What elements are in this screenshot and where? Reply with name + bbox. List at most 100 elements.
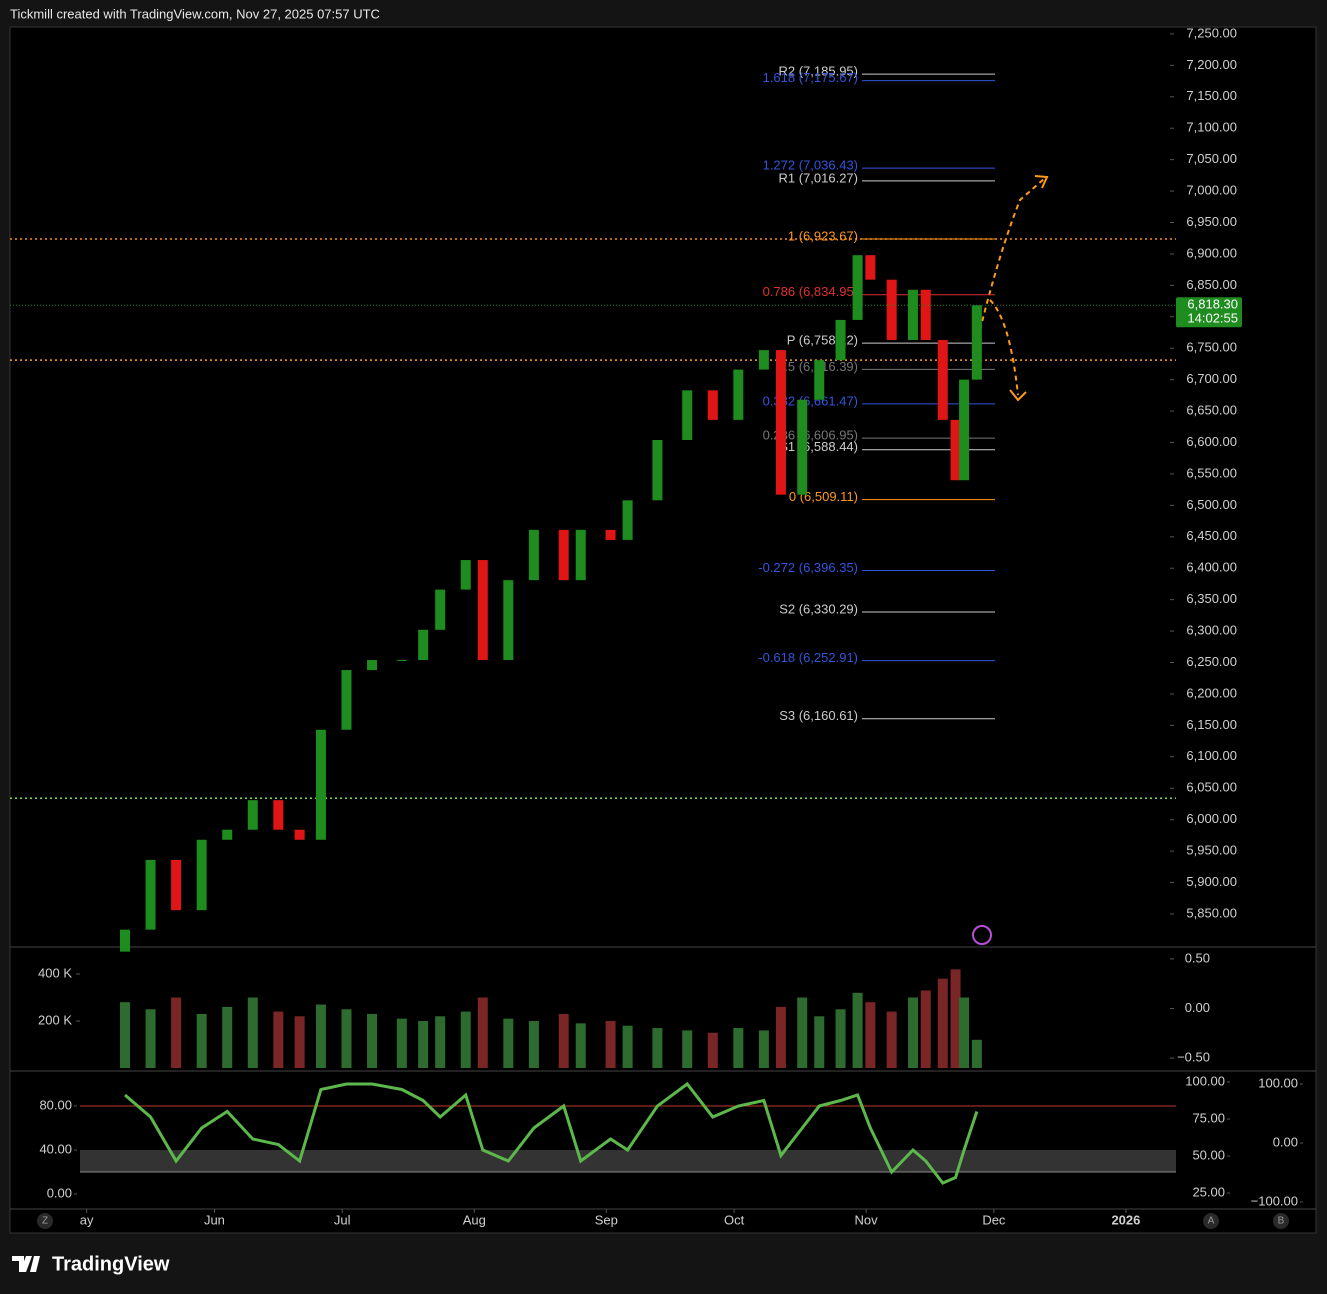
candle: [959, 379, 970, 481]
oscillator-tick-label: 50.00: [1192, 1147, 1225, 1162]
volume-bar: [145, 1009, 156, 1069]
x-tick-label: Dec: [982, 1212, 1006, 1227]
pivot-label: -0.272 (6,396.35): [758, 560, 858, 575]
volume-bar: [503, 1018, 514, 1069]
alert-icon[interactable]: [972, 925, 992, 945]
volume-bar: [460, 1011, 471, 1069]
candle: [775, 350, 786, 495]
candle: [273, 800, 284, 830]
volume-bar: [920, 990, 931, 1069]
x-tick-label: Jun: [204, 1212, 225, 1227]
y-tick-label: 6,350.00: [1186, 591, 1237, 606]
oscillator-tick-label: −100.00: [1251, 1193, 1298, 1208]
axis-button[interactable]: [37, 1213, 53, 1229]
volume-bar: [605, 1020, 616, 1069]
y-tick-label: 6,250.00: [1186, 654, 1237, 669]
volume-y2-tick-label: 0.50: [1185, 950, 1210, 965]
pivot-label: 1.618 (7,175.67): [763, 70, 858, 85]
pivot-label: 0.382 (6,661.47): [763, 393, 858, 408]
axis-button[interactable]: [1203, 1213, 1219, 1229]
candle: [315, 729, 326, 840]
volume-tick-label: 400 K: [38, 965, 72, 980]
last-price-label: 6,818.30: [1187, 297, 1238, 312]
candle: [937, 340, 948, 420]
y-tick-label: 6,750.00: [1186, 340, 1237, 355]
y-tick-label: 6,200.00: [1186, 685, 1237, 700]
oscillator-line: [124, 1081, 979, 1185]
y-tick-label: 5,900.00: [1186, 874, 1237, 889]
x-tick-label: 2026: [1111, 1212, 1140, 1227]
volume-bar: [558, 1013, 569, 1069]
candle: [396, 659, 407, 661]
volume-bar: [477, 997, 488, 1069]
pivot-label: S2 (6,330.29): [779, 601, 858, 616]
y-tick-label: 7,250.00: [1186, 25, 1237, 40]
oscillator-tick-label: 100.00: [1185, 1074, 1225, 1089]
volume-bar: [341, 1009, 352, 1069]
y-tick-label: 7,050.00: [1186, 151, 1237, 166]
pivot-label: 1 (6,923.67): [788, 228, 858, 243]
y-tick-label: 6,000.00: [1186, 811, 1237, 826]
volume-bar: [886, 1011, 897, 1069]
candle: [605, 529, 616, 540]
y-tick-label: 6,400.00: [1186, 560, 1237, 575]
axis-button-label[interactable]: B: [1278, 1216, 1285, 1227]
logo-mark: [12, 1256, 40, 1272]
oscillator-band: [80, 1150, 1176, 1173]
candle: [341, 670, 352, 730]
volume-bar: [814, 1016, 825, 1069]
volume-bar: [222, 1006, 233, 1069]
candle: [503, 580, 514, 660]
candle: [460, 560, 471, 590]
y-tick-label: 7,000.00: [1186, 182, 1237, 197]
volume-bar: [396, 1018, 407, 1069]
candle: [435, 589, 446, 630]
volume-bar: [273, 1011, 284, 1069]
axis-button-label[interactable]: A: [1208, 1216, 1215, 1227]
candle: [528, 529, 539, 581]
candle: [622, 500, 633, 540]
candle: [797, 399, 808, 495]
candle: [950, 419, 961, 481]
volume-bar: [171, 997, 182, 1069]
axis-button[interactable]: [1273, 1213, 1289, 1229]
y-tick-label: 6,600.00: [1186, 434, 1237, 449]
y-tick-label: 6,150.00: [1186, 717, 1237, 732]
volume-bar: [937, 978, 948, 1069]
y-tick-label: 7,150.00: [1186, 88, 1237, 103]
candle: [835, 319, 846, 361]
volume-bar: [652, 1028, 663, 1069]
volume-bar: [959, 997, 970, 1069]
volume-bar: [528, 1020, 539, 1069]
candle: [907, 289, 918, 341]
y-tick-label: 6,450.00: [1186, 528, 1237, 543]
pivot-label: S3 (6,160.61): [779, 708, 858, 723]
candle: [920, 289, 931, 341]
volume-bar: [294, 1016, 305, 1069]
pivot-label: P (6,758.12): [787, 333, 858, 348]
candle: [575, 529, 586, 581]
axis-button-label[interactable]: Z: [42, 1216, 48, 1227]
volume-bar: [707, 1032, 718, 1069]
y-tick-label: 6,900.00: [1186, 245, 1237, 260]
arrow-head: [1034, 175, 1049, 189]
y-tick-label: 7,100.00: [1186, 120, 1237, 135]
oscillator-tick-label: 0.00: [47, 1185, 72, 1200]
logo: TradingView: [52, 1253, 170, 1275]
volume-bar: [797, 997, 808, 1069]
candle: [558, 529, 569, 581]
candle: [294, 829, 305, 840]
oscillator-tick-label: 100.00: [1258, 1075, 1298, 1090]
candle: [171, 859, 182, 911]
volume-bar: [907, 997, 918, 1069]
candle: [367, 659, 378, 671]
volume-bar: [835, 1009, 846, 1069]
volume-bar: [196, 1013, 207, 1069]
volume-bar: [865, 1002, 876, 1069]
last-price-box: [1176, 297, 1242, 328]
x-tick-label: Nov: [855, 1212, 879, 1227]
volume-bar: [852, 992, 863, 1069]
candle: [477, 560, 488, 660]
y-tick-label: 5,850.00: [1186, 905, 1237, 920]
